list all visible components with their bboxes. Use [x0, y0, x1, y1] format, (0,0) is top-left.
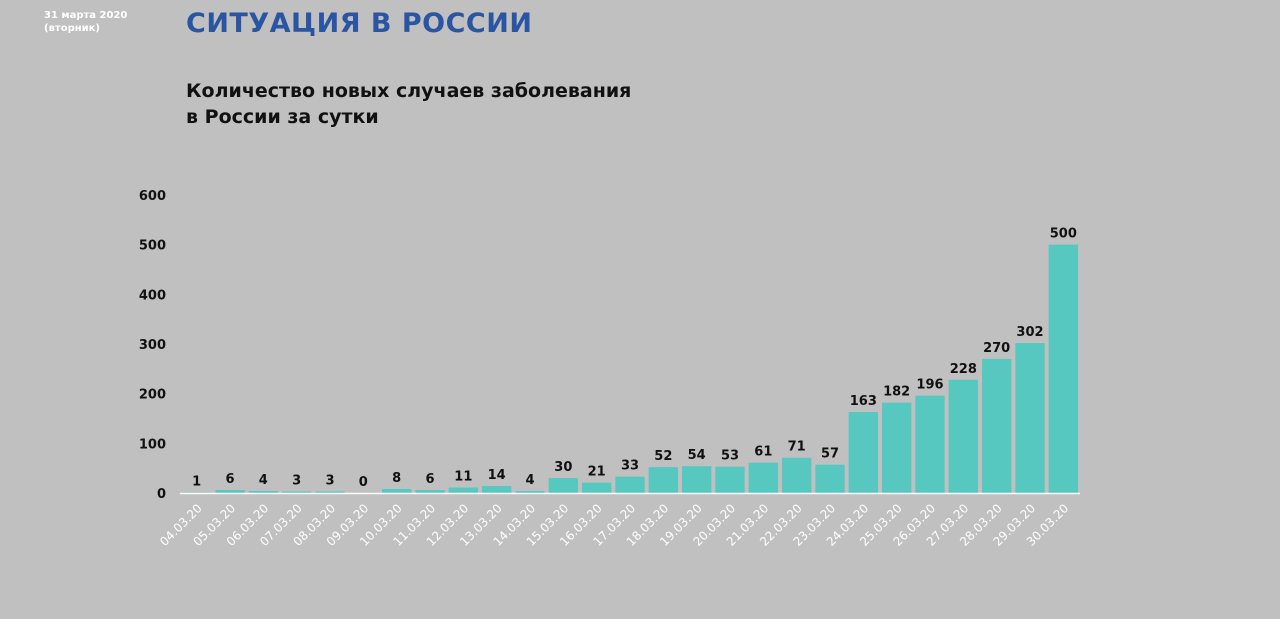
bar: [448, 487, 478, 493]
bar-value-label: 11: [454, 470, 472, 485]
bar-value-label: 8: [392, 471, 401, 486]
bar: [415, 490, 445, 493]
bar: [682, 466, 712, 493]
bar-value-label: 270: [983, 341, 1010, 356]
bar-value-label: 302: [1016, 325, 1043, 340]
y-tick-label: 0: [157, 487, 166, 502]
y-tick-label: 500: [139, 239, 166, 254]
bar: [948, 379, 978, 493]
bar-value-label: 57: [821, 447, 839, 462]
y-tick-label: 200: [139, 388, 166, 403]
bar-value-label: 3: [292, 474, 301, 489]
bar: [515, 491, 545, 493]
bar-value-label: 21: [588, 465, 606, 480]
bar: [715, 466, 745, 493]
date-block: 31 марта 2020 (вторник): [44, 9, 127, 35]
bar: [382, 489, 412, 493]
bar-value-label: 4: [525, 473, 534, 488]
bar: [748, 462, 778, 493]
bar: [582, 482, 612, 493]
bar-value-label: 54: [688, 448, 706, 463]
bar-value-label: 0: [359, 475, 368, 490]
page-title: СИТУАЦИЯ В РОССИИ: [186, 8, 533, 39]
bar-value-label: 6: [225, 472, 234, 487]
bar-value-label: 196: [916, 378, 943, 393]
bar-value-label: 71: [788, 440, 806, 455]
bar: [482, 486, 512, 493]
bar-value-label: 30: [554, 460, 572, 475]
bar-value-label: 4: [259, 473, 268, 488]
y-tick-label: 400: [139, 288, 166, 303]
bar-value-label: 33: [621, 459, 639, 474]
bar: [982, 358, 1012, 493]
bar: [282, 491, 312, 493]
bar: [648, 467, 678, 493]
y-tick-label: 600: [139, 189, 166, 204]
bar: [915, 395, 945, 493]
bar: [1048, 244, 1078, 493]
bar-value-label: 53: [721, 449, 739, 464]
bar-value-label: 163: [850, 394, 877, 409]
bar: [215, 490, 245, 493]
bar: [315, 491, 345, 493]
bar: [815, 464, 845, 493]
bar-value-label: 1: [192, 475, 201, 490]
bar: [848, 412, 878, 493]
bar-value-label: 3: [325, 474, 334, 489]
bar-value-label: 61: [754, 445, 772, 460]
bar: [615, 476, 645, 493]
bar: [882, 402, 912, 493]
bar-value-label: 14: [488, 468, 506, 483]
bar: [248, 491, 278, 493]
bar-value-label: 6: [425, 472, 434, 487]
bar-value-label: 228: [950, 362, 977, 377]
chart-title-line-1: Количество новых случаев заболевания: [186, 80, 632, 102]
y-tick-label: 300: [139, 338, 166, 353]
date-text: 31 марта 2020: [44, 10, 128, 21]
y-tick-label: 100: [139, 437, 166, 452]
bar: [782, 457, 812, 493]
bar: [1015, 343, 1045, 493]
bar-value-label: 182: [883, 385, 910, 400]
bar: [548, 478, 578, 493]
chart-title-line-2: в России за сутки: [186, 106, 379, 128]
weekday-text: (вторник): [44, 23, 100, 34]
bar-value-label: 52: [654, 449, 672, 464]
bar-value-label: 500: [1050, 227, 1077, 242]
chart-title: Количество новых случаев заболевания в Р…: [186, 78, 631, 130]
